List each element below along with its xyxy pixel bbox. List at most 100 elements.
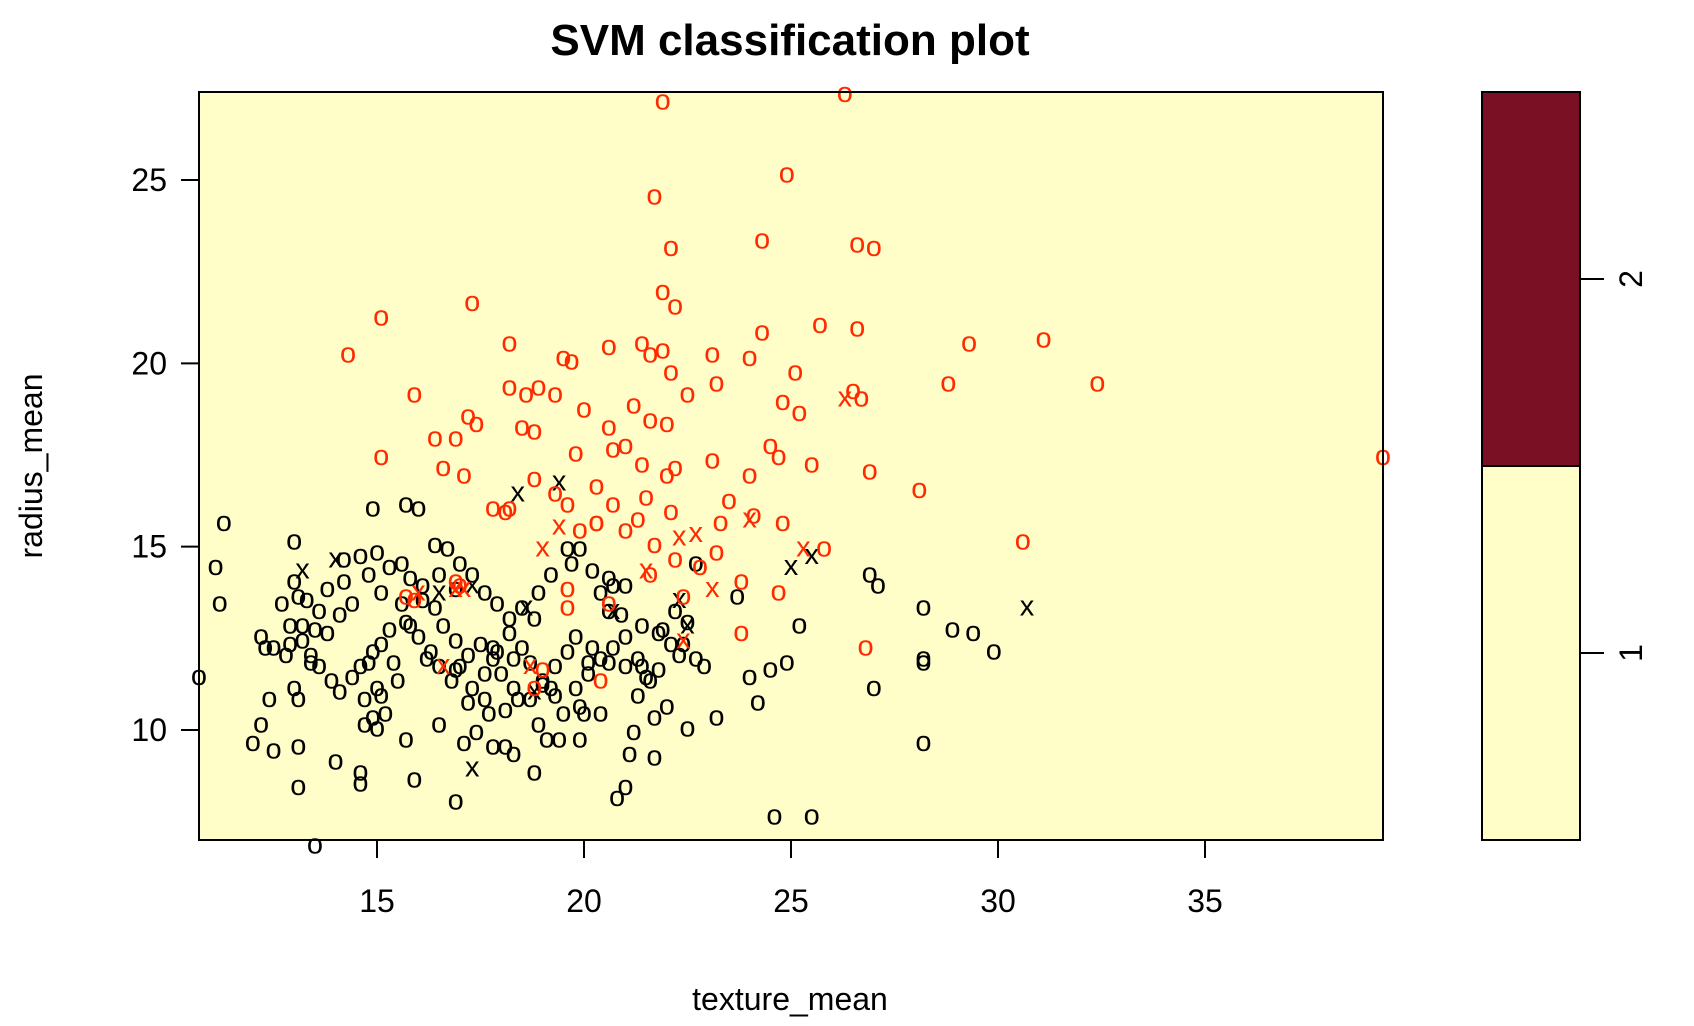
point-class-1-o-39: o bbox=[468, 715, 484, 747]
point-class-1-o-100: o bbox=[634, 649, 650, 681]
point-class-2-o-22: o bbox=[663, 356, 679, 388]
point-class-1-o-14: o bbox=[303, 638, 319, 670]
point-class-2-o-54: o bbox=[605, 433, 621, 465]
point-class-2-o-8: o bbox=[655, 275, 671, 307]
point-class-2-o-28: o bbox=[1035, 323, 1051, 355]
point-class-1-o-121: o bbox=[501, 601, 517, 633]
point-class-1-o-97: o bbox=[584, 631, 600, 663]
point-class-1-o-85: o bbox=[435, 609, 451, 641]
point-class-1-o-20: o bbox=[265, 733, 281, 765]
point-class-1-o-28: o bbox=[369, 711, 385, 743]
point-class-2-o-86: o bbox=[588, 506, 604, 538]
point-class-1-o-61: o bbox=[791, 609, 807, 641]
point-class-1-o-27: o bbox=[357, 708, 373, 740]
point-class-1-o-91: o bbox=[506, 671, 522, 703]
point-class-2-o-4: o bbox=[663, 231, 679, 263]
point-class-2-o-12: o bbox=[849, 312, 865, 344]
point-class-1-o-174: o bbox=[414, 583, 430, 615]
point-class-1-o-177: o bbox=[369, 671, 385, 703]
point-class-1-o-89: o bbox=[485, 642, 501, 674]
point-class-2-o-39: o bbox=[659, 407, 675, 439]
point-class-2-o-27: o bbox=[961, 326, 977, 358]
point-class-2-o-74: o bbox=[630, 502, 646, 534]
point-class-1-o-159: o bbox=[617, 620, 633, 652]
point-class-2-o-64: o bbox=[911, 473, 927, 505]
point-class-1-o-95: o bbox=[559, 634, 575, 666]
point-class-1-o-18: o bbox=[253, 708, 269, 740]
point-class-1-o-9: o bbox=[286, 565, 302, 597]
point-class-2-o-21: o bbox=[655, 334, 671, 366]
point-class-1-o-108: o bbox=[671, 638, 687, 670]
point-class-1-o-155: o bbox=[568, 671, 584, 703]
point-class-2-o-110: o bbox=[588, 506, 604, 538]
x-tick-label-25: 25 bbox=[773, 883, 809, 919]
point-class-1-o-19: o bbox=[245, 726, 261, 758]
point-class-1-o-178: o bbox=[357, 682, 373, 714]
point-class-2-o-20: o bbox=[642, 337, 658, 369]
point-class-1-o-54: o bbox=[646, 741, 662, 773]
colorbar-level-1 bbox=[1481, 465, 1581, 841]
point-class-2-o-42: o bbox=[775, 385, 791, 417]
y-tick-label-15: 15 bbox=[131, 529, 167, 565]
point-class-2-x-11: x bbox=[436, 649, 451, 681]
point-class-2-o-9: o bbox=[667, 290, 683, 322]
point-class-1-o-162: o bbox=[655, 612, 671, 644]
point-class-1-x-8: x bbox=[672, 583, 687, 615]
point-class-2-o-17: o bbox=[564, 345, 580, 377]
point-class-1-o-75: o bbox=[365, 634, 381, 666]
point-class-1-o-68: o bbox=[915, 642, 931, 674]
point-class-2-o-36: o bbox=[601, 411, 617, 443]
point-class-1-o-63: o bbox=[804, 799, 820, 831]
y-tick-label-10: 10 bbox=[131, 712, 167, 748]
point-class-1-o-93: o bbox=[535, 664, 551, 696]
point-class-1-o-64: o bbox=[866, 671, 882, 703]
point-class-1-o-69: o bbox=[915, 645, 931, 677]
x-tick-label-20: 20 bbox=[566, 883, 602, 919]
point-class-2-o-59: o bbox=[704, 444, 720, 476]
point-class-1-o-172: o bbox=[448, 572, 464, 604]
point-class-1-o-88: o bbox=[472, 627, 488, 659]
point-class-2-o-75: o bbox=[638, 480, 654, 512]
point-class-1-o-23: o bbox=[307, 829, 323, 861]
point-class-1-o-199: o bbox=[646, 700, 662, 732]
point-class-1-o-115: o bbox=[584, 554, 600, 586]
point-class-1-o-110: o bbox=[634, 609, 650, 641]
point-class-2-x-1: x bbox=[448, 572, 463, 604]
point-class-2-o-72: o bbox=[588, 469, 604, 501]
point-class-1-o-32: o bbox=[373, 678, 389, 710]
point-class-1-o-34: o bbox=[398, 722, 414, 754]
point-class-2-o-15: o bbox=[501, 326, 517, 358]
point-class-1-o-98: o bbox=[601, 645, 617, 677]
point-class-2-o-44: o bbox=[845, 374, 861, 406]
point-class-1-x-4: x bbox=[511, 477, 526, 509]
point-class-2-o-76: o bbox=[663, 495, 679, 527]
point-class-2-o-78: o bbox=[742, 458, 758, 490]
point-class-1-o-82: o bbox=[394, 546, 410, 578]
point-class-2-o-14: o bbox=[340, 337, 356, 369]
point-class-1-o-138: o bbox=[361, 557, 377, 589]
point-class-1-o-42: o bbox=[497, 730, 513, 762]
point-class-1-o-132: o bbox=[332, 598, 348, 630]
point-class-1-o-188: o bbox=[336, 565, 352, 597]
point-class-1-o-201: o bbox=[729, 579, 745, 611]
point-class-1-o-52: o bbox=[621, 737, 637, 769]
colorbar-tick-label-1: 1 bbox=[1613, 644, 1649, 662]
point-class-2-x-12: x bbox=[523, 649, 538, 681]
point-class-2-o-57: o bbox=[659, 458, 675, 490]
point-class-2-o-0: o bbox=[655, 84, 671, 116]
point-class-1-o-181: o bbox=[323, 664, 339, 696]
point-class-1-o-17: o bbox=[261, 682, 277, 714]
point-class-1-o-167: o bbox=[601, 561, 617, 593]
point-class-2-o-32: o bbox=[518, 378, 534, 410]
point-class-2-o-2: o bbox=[646, 180, 662, 212]
point-class-2-o-89: o bbox=[667, 543, 683, 575]
point-class-2-x-9: x bbox=[742, 502, 757, 534]
point-class-2-o-18: o bbox=[601, 330, 617, 362]
point-class-1-o-48: o bbox=[576, 697, 592, 729]
point-class-2-o-45: o bbox=[853, 381, 869, 413]
point-class-1-x-12: x bbox=[1020, 590, 1035, 622]
point-class-1-o-36: o bbox=[431, 708, 447, 740]
point-class-1-o-195: o bbox=[530, 708, 546, 740]
